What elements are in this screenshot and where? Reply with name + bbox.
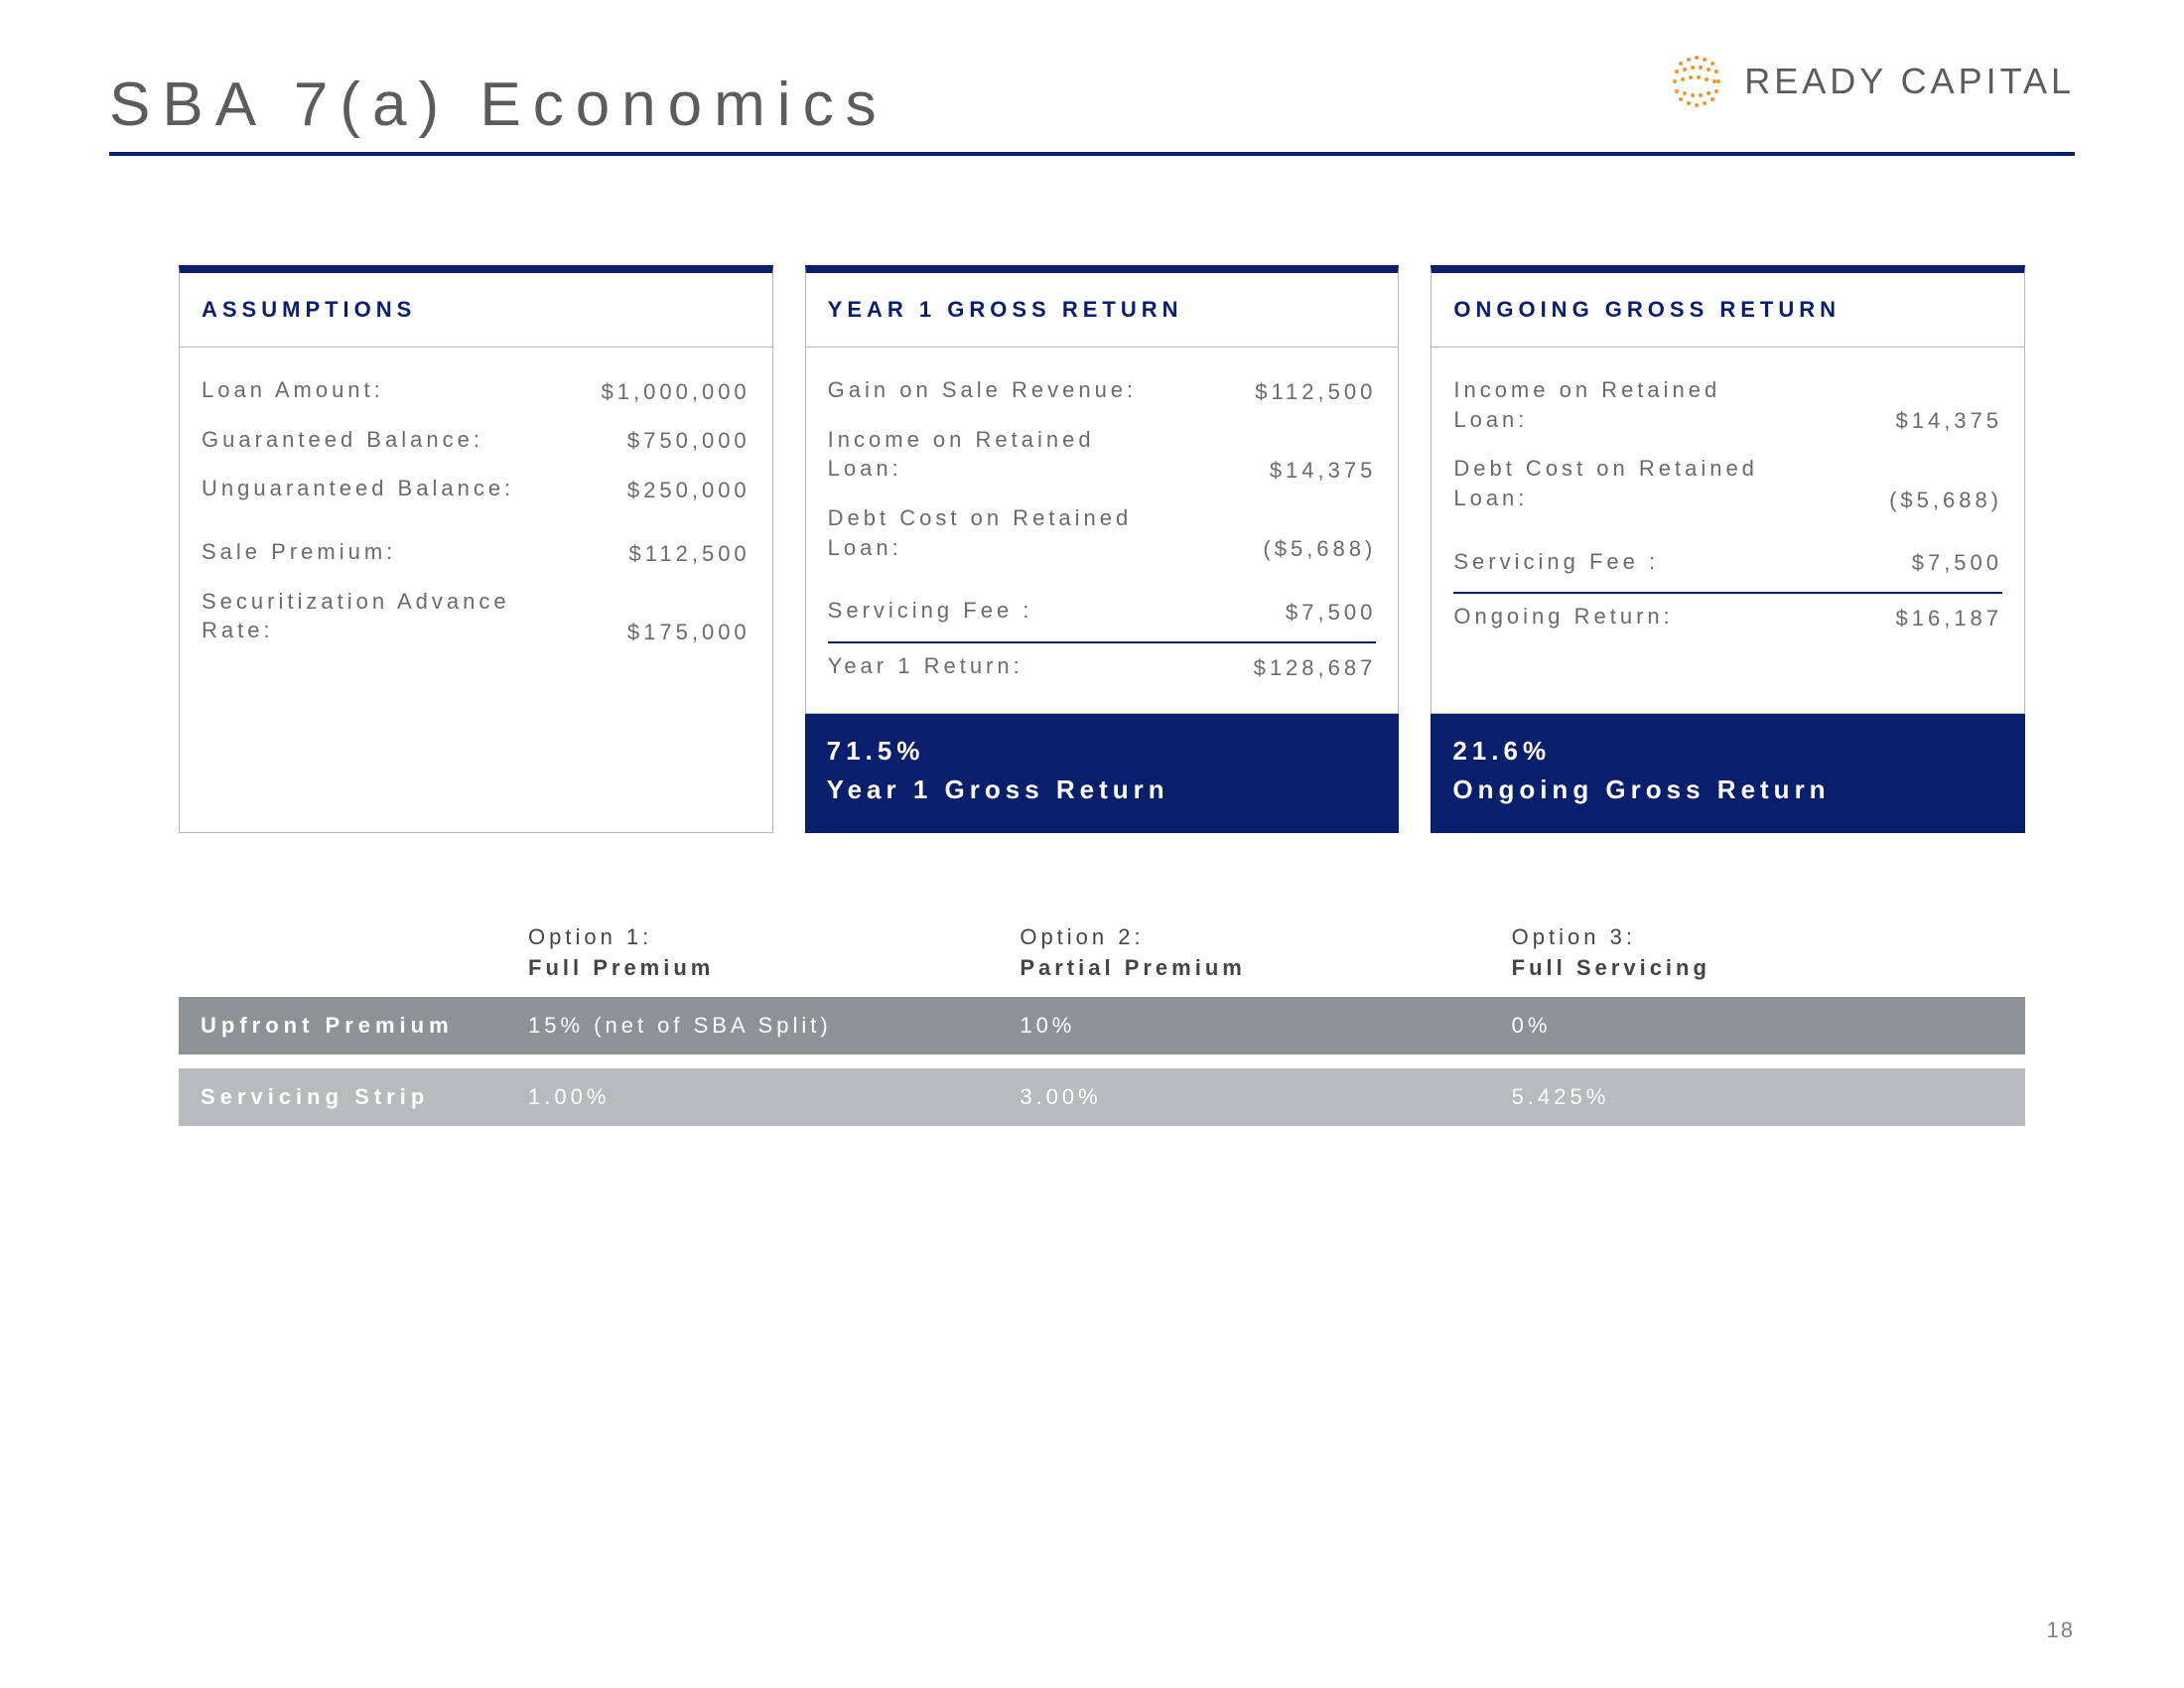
row-label: Servicing Fee : [828, 596, 1033, 626]
card-row: Unguaranteed Balance: $250,000 [202, 466, 751, 515]
option-line1: Option 2: [1020, 922, 1491, 953]
row-label: Servicing Strip [201, 1084, 528, 1110]
page-header: SBA 7(a) Economics READY CAPITAL [109, 70, 2075, 156]
row-value: 10% [1020, 1013, 1511, 1039]
row-value: $750,000 [627, 428, 751, 454]
row-label: Year 1 Return: [828, 651, 1024, 681]
footer-label: Year 1 Gross Return [827, 774, 1169, 804]
page-title: SBA 7(a) Economics [109, 70, 888, 140]
row-label: Gain on Sale Revenue: [828, 375, 1138, 405]
row-label: Debt Cost on Retained Loan: [1453, 454, 1794, 512]
card-row: Gain on Sale Revenue: $112,500 [828, 367, 1377, 417]
card-row: Income on Retained Loan: $14,375 [828, 417, 1377, 495]
footer-pct: 21.6% [1452, 732, 2003, 771]
card-body: Gain on Sale Revenue: $112,500 Income on … [805, 348, 1400, 714]
option-col: Option 2: Partial Premium [1020, 922, 1511, 984]
row-label: Guaranteed Balance: [202, 425, 483, 455]
row-value: ($5,688) [1263, 536, 1376, 562]
option-line1: Option 3: [1512, 922, 1983, 953]
row-value: $7,500 [1286, 600, 1376, 626]
card-row: Servicing Fee : $7,500 [828, 588, 1377, 637]
row-label: Unguaranteed Balance: [202, 474, 514, 503]
row-value: $1,000,000 [602, 379, 751, 405]
options-table: Option 1: Full Premium Option 2: Partial… [179, 922, 2025, 1127]
footer-label: Ongoing Gross Return [1452, 774, 1830, 804]
row-value: 0% [1512, 1013, 2003, 1039]
row-value: $16,187 [1895, 606, 2002, 632]
card-row: Ongoing Return: $16,187 [1453, 592, 2002, 643]
card-row: Securitization Advance Rate: $175,000 [202, 579, 751, 657]
row-label: Debt Cost on Retained Loan: [828, 503, 1168, 562]
card-row: Servicing Fee : $7,500 [1453, 539, 2002, 589]
card-year1: YEAR 1 GROSS RETURN Gain on Sale Revenue… [805, 265, 1400, 833]
option-row: Upfront Premium 15% (net of SBA Split) 1… [179, 997, 2025, 1055]
row-label: Income on Retained Loan: [828, 425, 1168, 484]
row-label: Loan Amount: [202, 375, 384, 405]
option-col: Option 3: Full Servicing [1512, 922, 2003, 984]
brand-name: READY CAPITAL [1744, 61, 2075, 102]
row-value: $14,375 [1895, 408, 2002, 434]
row-value: $112,500 [629, 541, 751, 567]
page-number: 18 [2047, 1618, 2075, 1643]
row-value: 15% (net of SBA Split) [528, 1013, 1020, 1039]
card-row: Debt Cost on Retained Loan: ($5,688) [828, 495, 1377, 574]
card-row: Sale Premium: $112,500 [202, 529, 751, 579]
option-line2: Full Servicing [1512, 953, 1983, 984]
row-label: Upfront Premium [201, 1013, 528, 1039]
card-assumptions: ASSUMPTIONS Loan Amount: $1,000,000 Guara… [179, 265, 773, 833]
footer-pct: 71.5% [827, 732, 1378, 771]
row-value: $14,375 [1270, 458, 1377, 484]
row-value: 5.425% [1512, 1084, 2003, 1110]
option-line2: Partial Premium [1020, 953, 1491, 984]
card-row: Loan Amount: $1,000,000 [202, 367, 751, 417]
card-footer: 21.6% Ongoing Gross Return [1431, 714, 2025, 833]
row-value: $175,000 [627, 620, 751, 645]
row-label: Ongoing Return: [1453, 602, 1673, 632]
card-title: ONGOING GROSS RETURN [1431, 265, 2025, 348]
cards-row: ASSUMPTIONS Loan Amount: $1,000,000 Guara… [179, 265, 2025, 833]
row-label: Securitization Advance Rate: [202, 587, 542, 645]
card-row: Debt Cost on Retained Loan: ($5,688) [1453, 446, 2002, 524]
option-row: Servicing Strip 1.00% 3.00% 5.425% [179, 1068, 2025, 1126]
card-row: Guaranteed Balance: $750,000 [202, 417, 751, 467]
row-value: ($5,688) [1889, 488, 2002, 513]
option-line1: Option 1: [528, 922, 1000, 953]
row-value: $112,500 [1255, 379, 1376, 405]
card-ongoing: ONGOING GROSS RETURN Income on Retained … [1431, 265, 2025, 833]
card-body: Loan Amount: $1,000,000 Guaranteed Balanc… [179, 348, 773, 833]
option-line2: Full Premium [528, 953, 1000, 984]
card-title: YEAR 1 GROSS RETURN [805, 265, 1400, 348]
row-value: $128,687 [1254, 655, 1377, 681]
card-body: Income on Retained Loan: $14,375 Debt Cos… [1431, 348, 2025, 714]
card-footer: 71.5% Year 1 Gross Return [805, 714, 1400, 833]
options-header: Option 1: Full Premium Option 2: Partial… [179, 922, 2025, 998]
card-title: ASSUMPTIONS [179, 265, 773, 348]
row-value: 3.00% [1020, 1084, 1511, 1110]
brand-mark-icon [1667, 52, 1726, 111]
row-label: Income on Retained Loan: [1453, 375, 1794, 434]
option-col: Option 1: Full Premium [528, 922, 1020, 984]
row-value: $7,500 [1912, 550, 2002, 576]
row-value: 1.00% [528, 1084, 1020, 1110]
brand-logo: READY CAPITAL [1667, 52, 2075, 111]
row-label: Servicing Fee : [1453, 547, 1659, 577]
card-row: Income on Retained Loan: $14,375 [1453, 367, 2002, 446]
card-row: Year 1 Return: $128,687 [828, 641, 1377, 693]
row-value: $250,000 [627, 478, 751, 503]
row-label: Sale Premium: [202, 537, 396, 567]
